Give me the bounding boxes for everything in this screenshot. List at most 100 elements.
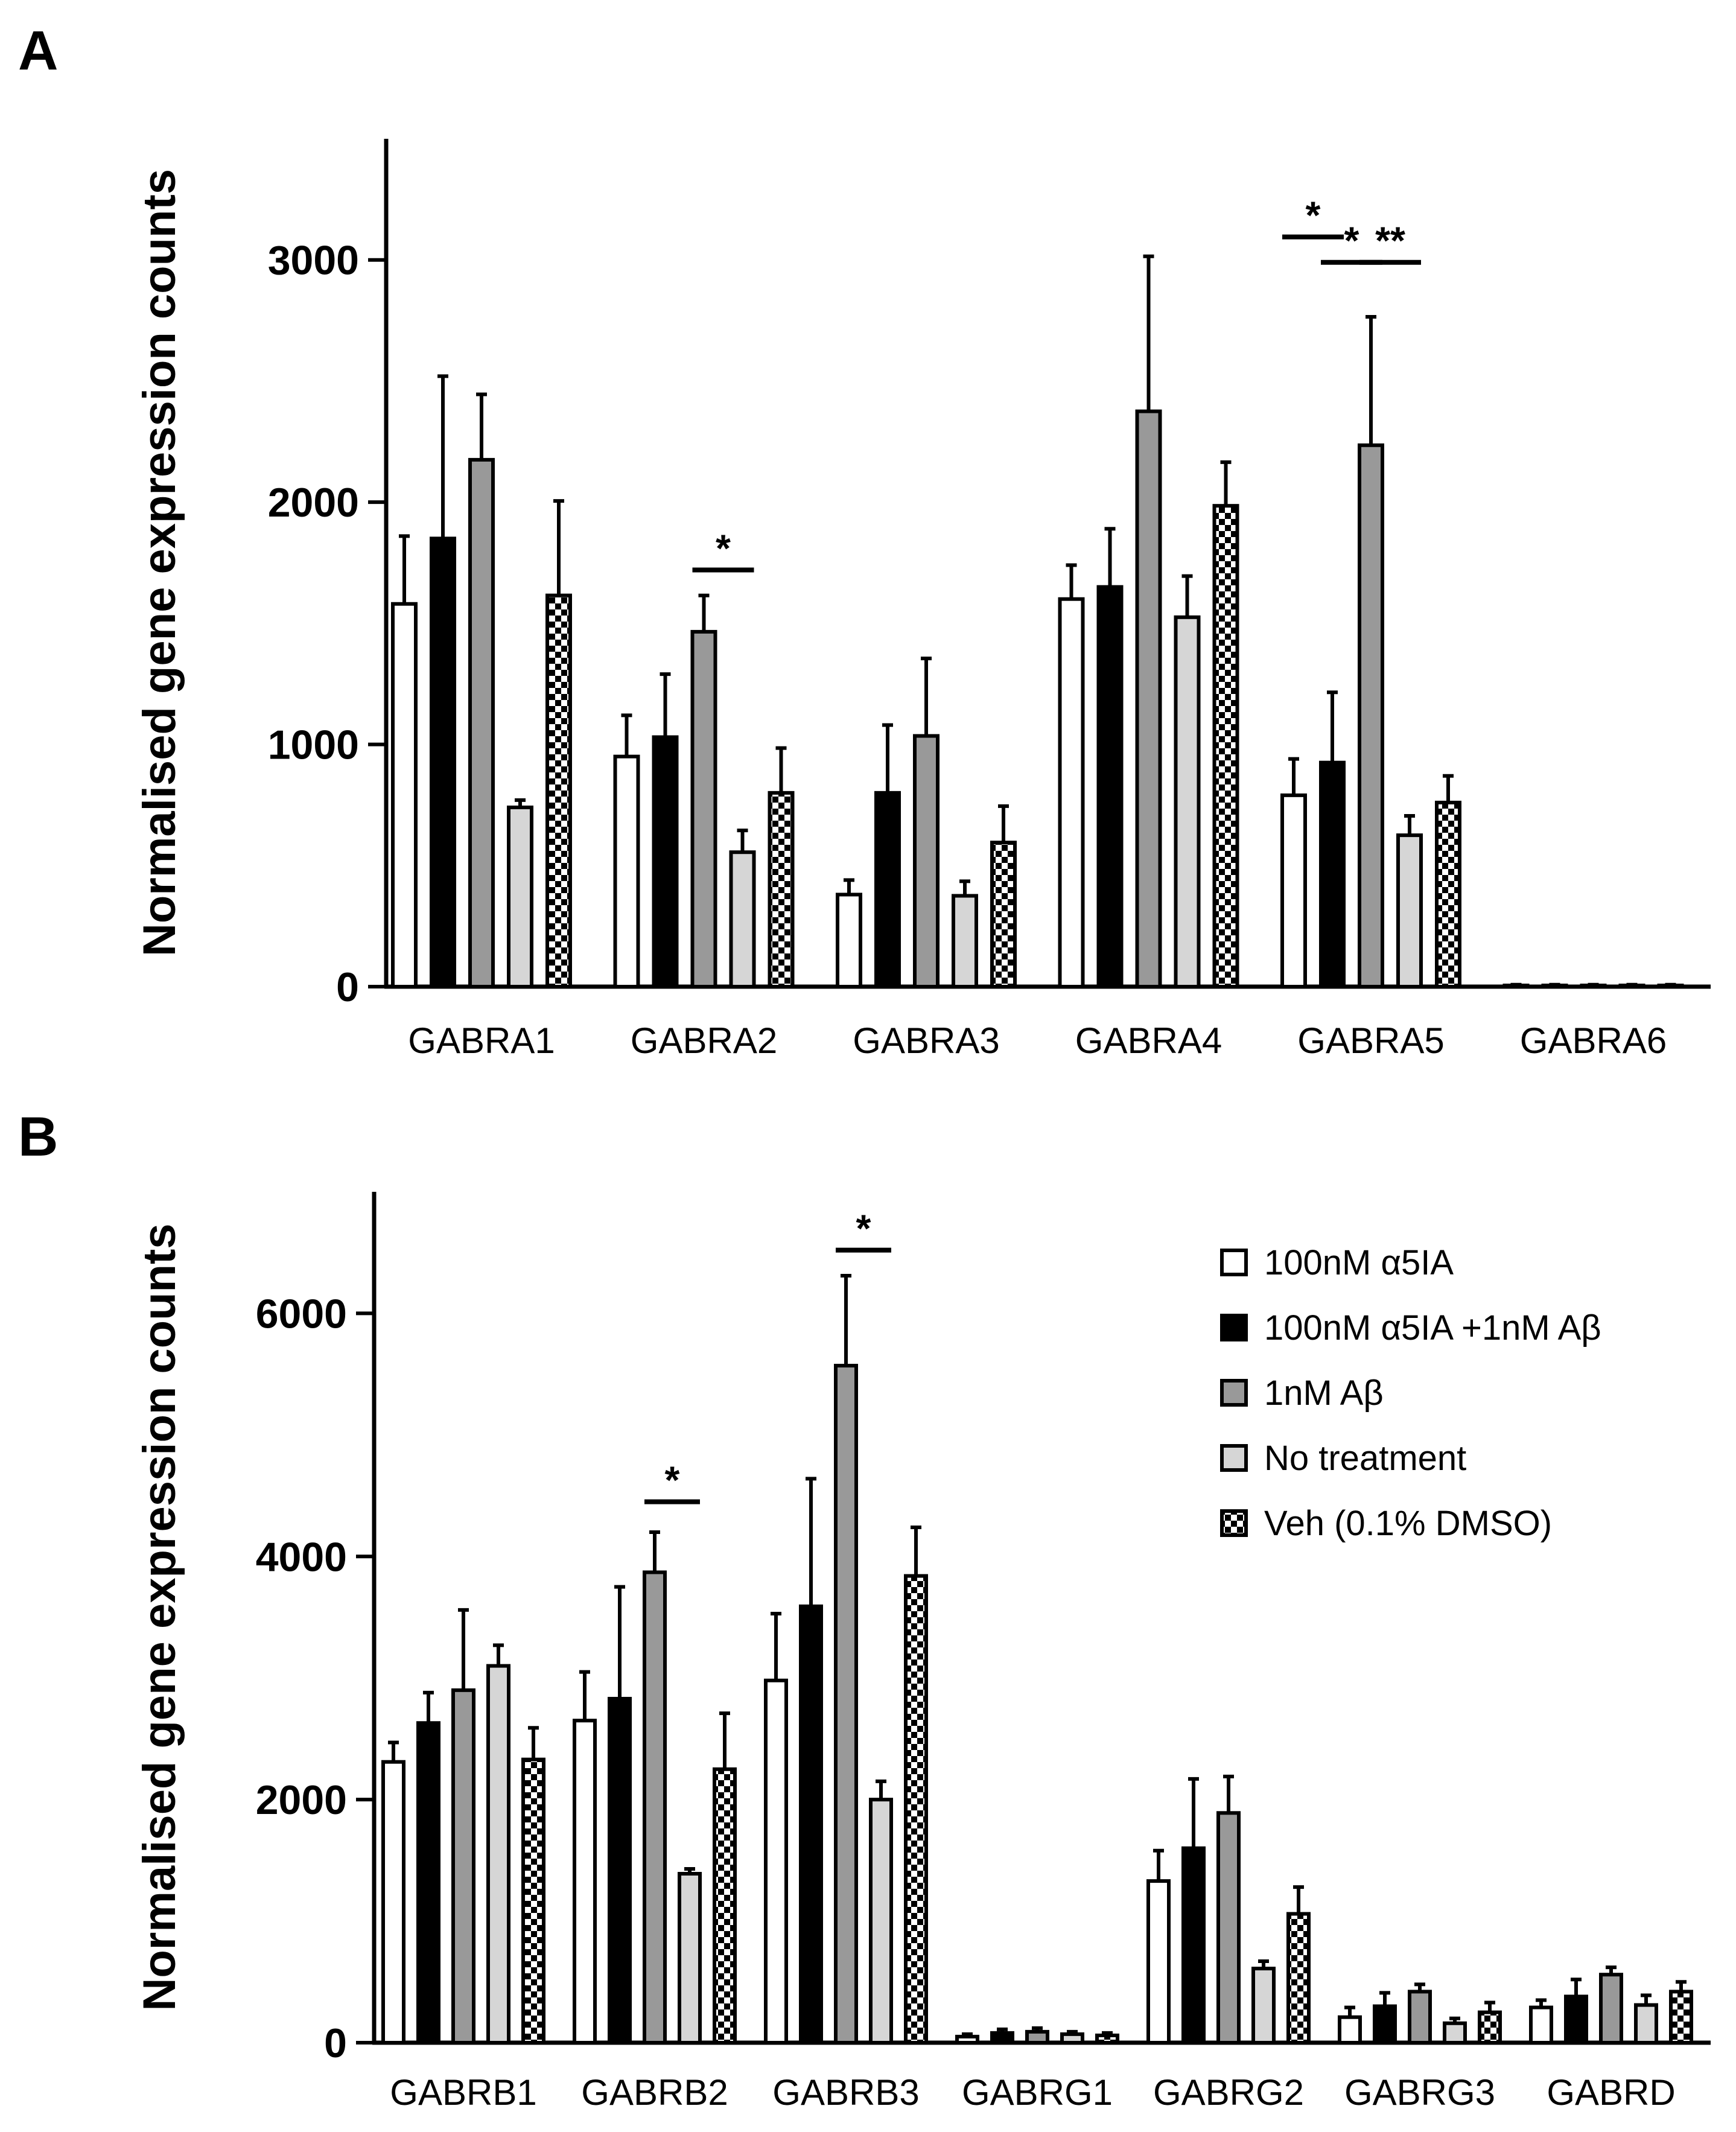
bar-gabrg1-alpha5ia [955,2034,979,2044]
bar-gabra3-abeta [913,734,940,989]
bar-gabrb1-abeta [451,1688,475,2045]
bar-gabra5-alpha5ia-abeta [1319,760,1346,989]
bar-gabrg3-alpha5ia [1338,2015,1362,2044]
bar-gabrb3-no-treatment [869,1798,893,2044]
bar-gabra3-alpha5ia [836,893,862,989]
bar-gabrb2-vehicle [713,1767,737,2044]
panel-a-y-tick-label: 3000 [268,238,359,284]
bar-gabrb3-vehicle [904,1574,928,2045]
bar-gabrd-no-treatment [1634,2003,1658,2044]
category-label-gabrg1: GABRG1 [962,2072,1113,2113]
legend-swatch-vehicle [1220,1509,1248,1537]
panel-a-y-axis-title: Normalised gene expression counts [134,169,185,956]
significance-label-gabra5: * [1344,219,1359,263]
bar-gabrd-vehicle [1669,1990,1693,2044]
bar-gabrb1-no-treatment [486,1664,510,2045]
bar-gabra2-no-treatment [729,850,756,989]
category-label-gabra2: GABRA2 [631,1020,777,1061]
significance-label-gabrb2: * [665,1459,680,1502]
legend-label-no-treatment: No treatment [1264,1439,1466,1478]
category-label-gabrg3: GABRG3 [1344,2072,1495,2113]
bar-gabra1-alpha5ia [391,602,418,988]
bar-gabrb1-alpha5ia-abeta [416,1721,440,2045]
category-label-gabra1: GABRA1 [408,1020,555,1061]
bar-gabrg3-abeta [1408,1990,1432,2044]
bar-gabrb2-alpha5ia [573,1719,597,2045]
category-label-gabrd: GABRD [1547,2072,1675,2113]
bar-gabra5-abeta [1358,443,1384,988]
panel-label-b: B [18,1106,58,1168]
legend-swatch-alpha5ia-abeta [1220,1314,1248,1341]
bar-gabra3-alpha5ia-abeta [874,791,901,989]
bar-gabra2-abeta [690,629,717,988]
panel-label-a: A [18,20,58,81]
bar-gabrg3-alpha5ia-abeta [1373,2004,1397,2045]
category-label-gabrb1: GABRB1 [390,2072,536,2113]
bar-gabrb3-alpha5ia-abeta [799,1604,823,2044]
bar-gabra4-alpha5ia-abeta [1096,585,1124,988]
bar-gabrb2-no-treatment [678,1872,702,2045]
bar-gabrb2-alpha5ia-abeta [608,1696,632,2044]
bar-gabrb1-vehicle [521,1757,545,2044]
category-label-gabrb2: GABRB2 [581,2072,728,2113]
legend-label-alpha5ia-abeta: 100nM α5IA +1nM Aβ [1264,1308,1601,1348]
bar-gabra4-vehicle [1212,504,1239,988]
category-label-gabrg2: GABRG2 [1153,2072,1304,2113]
bar-gabrg1-abeta [1025,2029,1049,2044]
legend-label-abeta: 1nM Aβ [1264,1373,1384,1413]
legend-swatch-alpha5ia [1220,1249,1248,1276]
panel-a-y-tick-label: 2000 [268,480,359,526]
panel-a-chart: 0 1000 2000 3000 Normalised gene expression … [134,139,1711,1061]
bar-gabrg3-no-treatment [1443,2021,1467,2045]
category-label-gabra5: GABRA5 [1297,1020,1444,1061]
bar-gabrb3-abeta [834,1364,858,2045]
bar-gabrd-alpha5ia [1529,2005,1553,2044]
bar-gabra5-alpha5ia [1280,793,1307,989]
bar-gabrd-abeta [1599,1973,1623,2044]
significance-label-gabra5: ** [1375,219,1405,263]
bar-gabra1-abeta [468,457,495,988]
panel-b-y-tick-label: 4000 [256,1534,347,1580]
category-label-gabra6: GABRA6 [1520,1020,1667,1061]
bar-gabrg2-alpha5ia [1146,1879,1171,2045]
bar-gabrg2-abeta [1216,1811,1241,2045]
bar-gabrd-alpha5ia-abeta [1564,1994,1588,2044]
bar-gabra1-vehicle [545,593,572,988]
significance-label-gabra5: * [1306,194,1321,237]
bar-gabra4-abeta [1135,409,1162,988]
panel-b-y-tick-label: 2000 [256,1777,347,1823]
category-label-gabra3: GABRA3 [853,1020,999,1061]
bar-gabra5-vehicle [1435,800,1461,989]
bar-gabrb3-alpha5ia [764,1678,788,2045]
legend: 100nM α5IA 100nM α5IA +1nM Aβ 1nM Aβ No … [1220,1243,1601,1543]
bar-gabra2-alpha5ia [613,754,640,988]
legend-label-vehicle: Veh (0.1% DMSO) [1264,1504,1552,1543]
bar-gabrg2-no-treatment [1251,1967,1276,2045]
category-label-gabra4: GABRA4 [1075,1020,1222,1061]
panel-b-y-tick-label: 6000 [256,1291,347,1337]
bar-gabra1-no-treatment [507,805,533,988]
bar-gabra3-vehicle [990,841,1017,989]
panel-b-y-axis-title: Normalised gene expression counts [134,1223,185,2011]
bar-gabrb1-alpha5ia [381,1760,405,2044]
bar-gabra4-alpha5ia [1058,597,1085,988]
bar-gabrg2-alpha5ia-abeta [1181,1846,1206,2045]
legend-label-alpha5ia: 100nM α5IA [1264,1243,1454,1282]
legend-swatch-no-treatment [1220,1444,1248,1472]
bar-gabrg3-vehicle [1478,2010,1502,2044]
bar-gabra2-alpha5ia-abeta [652,735,679,988]
panel-a-y-tick-label: 0 [336,964,359,1010]
bar-gabra3-no-treatment [952,894,978,988]
significance-label-gabrb3: * [856,1207,871,1250]
bar-gabrg1-no-treatment [1060,2032,1084,2044]
bar-gabrb2-abeta [643,1570,667,2044]
panel-b-y-tick-label: 0 [324,2020,347,2066]
bar-gabrg1-vehicle [1095,2033,1119,2045]
bar-gabra5-no-treatment [1396,833,1423,989]
panel-a-y-tick-label: 1000 [268,722,359,768]
bar-gabra2-vehicle [768,791,795,989]
legend-swatch-abeta [1220,1379,1248,1407]
bar-gabra4-no-treatment [1174,615,1201,988]
bar-gabrg2-vehicle [1286,1912,1311,2044]
